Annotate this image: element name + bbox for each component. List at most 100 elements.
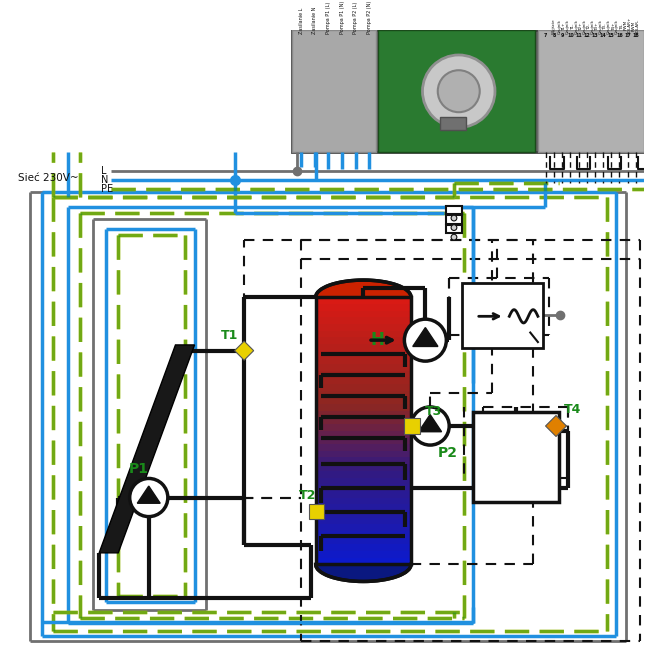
Bar [316, 551, 411, 558]
Text: Zasilanie L: Zasilanie L [299, 8, 304, 34]
Polygon shape [137, 486, 160, 503]
Bar [316, 518, 411, 525]
Bar [405, 419, 420, 434]
Bar [316, 498, 411, 505]
Circle shape [411, 407, 449, 445]
Text: 17: 17 [624, 33, 631, 38]
Bar [316, 371, 411, 378]
Bar [316, 304, 411, 311]
Text: 7: 7 [544, 33, 548, 38]
Text: Czujnik
T2+: Czujnik T2+ [574, 19, 583, 34]
Text: Czujnik
T1+: Czujnik T1+ [558, 19, 567, 34]
Text: T4: T4 [563, 404, 581, 416]
Bar [316, 484, 411, 492]
Text: Czujnik
T2-: Czujnik T2- [583, 19, 591, 34]
Text: PWM
SOLAR-: PWM SOLAR- [631, 18, 640, 34]
Text: Czujnik
T4-: Czujnik T4- [616, 19, 624, 34]
Text: Pompa P1 (L): Pompa P1 (L) [326, 2, 331, 34]
Bar [316, 338, 411, 345]
Circle shape [422, 55, 495, 127]
Bar [316, 324, 411, 332]
Bar [316, 330, 411, 338]
Circle shape [405, 319, 446, 361]
Text: 14: 14 [600, 33, 606, 38]
Circle shape [451, 225, 457, 231]
Text: 12: 12 [583, 33, 590, 38]
Bar [316, 544, 411, 552]
Text: 9: 9 [560, 33, 564, 38]
Bar [316, 458, 411, 465]
Polygon shape [235, 341, 254, 360]
Bar [316, 411, 411, 419]
Bar [316, 311, 411, 318]
Text: Czujnik
T4+: Czujnik T4+ [607, 19, 616, 34]
Text: 11: 11 [575, 33, 582, 38]
Bar [473, 411, 559, 502]
Text: 13: 13 [592, 33, 598, 38]
Text: Pompa P1 (N): Pompa P1 (N) [340, 1, 345, 34]
Text: 10: 10 [567, 33, 574, 38]
Bar [446, 215, 461, 224]
Bar [316, 424, 411, 432]
Text: 8: 8 [552, 33, 556, 38]
Bar [316, 537, 411, 545]
Bar [316, 384, 411, 392]
Text: 16: 16 [616, 33, 623, 38]
Bar [316, 524, 411, 532]
Bar [316, 431, 411, 438]
Bar [316, 357, 411, 365]
Bar [446, 225, 461, 233]
Text: -: - [544, 33, 548, 34]
Bar [316, 444, 411, 452]
Bar [309, 504, 324, 520]
Bar [538, 30, 644, 152]
Bar [316, 438, 411, 445]
Text: Czujnik
T3+: Czujnik T3+ [590, 19, 599, 34]
Text: N: N [101, 175, 109, 185]
Bar [316, 451, 411, 458]
Text: Zasilanie N: Zasilanie N [312, 7, 317, 34]
Text: Czujnik
T1-: Czujnik T1- [566, 19, 575, 34]
Polygon shape [316, 280, 411, 297]
Bar [316, 471, 411, 479]
Text: L: L [101, 167, 107, 176]
Bar [316, 377, 411, 385]
Text: Sieć 230V~: Sieć 230V~ [18, 173, 78, 183]
Bar [316, 504, 411, 512]
Circle shape [451, 215, 457, 221]
Bar [316, 491, 411, 498]
Bar [316, 404, 411, 411]
Bar [316, 398, 411, 405]
Text: Wyjście: Wyjście [552, 18, 556, 34]
Text: P1: P1 [129, 462, 149, 476]
Polygon shape [413, 328, 438, 347]
Bar [461, 283, 542, 348]
Circle shape [438, 71, 480, 112]
Polygon shape [99, 345, 194, 553]
Text: T3: T3 [425, 406, 443, 418]
Bar [316, 558, 411, 565]
Text: T1: T1 [221, 329, 239, 342]
Bar [440, 117, 467, 131]
Bar [316, 344, 411, 351]
Text: Czujnik
T3-: Czujnik T3- [599, 19, 608, 34]
Circle shape [451, 234, 457, 240]
Bar [316, 417, 411, 425]
Bar [316, 317, 411, 325]
Bar [316, 531, 411, 539]
Circle shape [130, 479, 168, 517]
Text: PE: PE [101, 183, 113, 193]
Text: Pompa P2 (N): Pompa P2 (N) [366, 1, 372, 34]
Polygon shape [418, 415, 442, 432]
Text: Pompa P2 (L): Pompa P2 (L) [353, 2, 358, 34]
Bar [316, 297, 411, 305]
Text: PWM
SOLAR+: PWM SOLAR+ [623, 16, 632, 34]
Bar [378, 30, 535, 152]
Bar [292, 30, 644, 152]
Bar [316, 390, 411, 398]
Bar [316, 464, 411, 471]
Bar [316, 477, 411, 485]
Text: T2: T2 [299, 489, 316, 502]
Polygon shape [316, 564, 411, 581]
Bar [446, 206, 461, 214]
